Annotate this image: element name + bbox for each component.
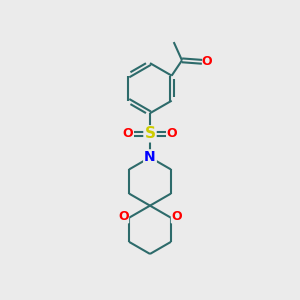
Text: O: O xyxy=(202,55,212,68)
Text: N: N xyxy=(144,150,156,164)
Text: O: O xyxy=(123,127,133,140)
Text: O: O xyxy=(167,127,177,140)
Text: S: S xyxy=(145,126,155,141)
Text: O: O xyxy=(171,210,182,223)
Text: O: O xyxy=(118,210,129,223)
